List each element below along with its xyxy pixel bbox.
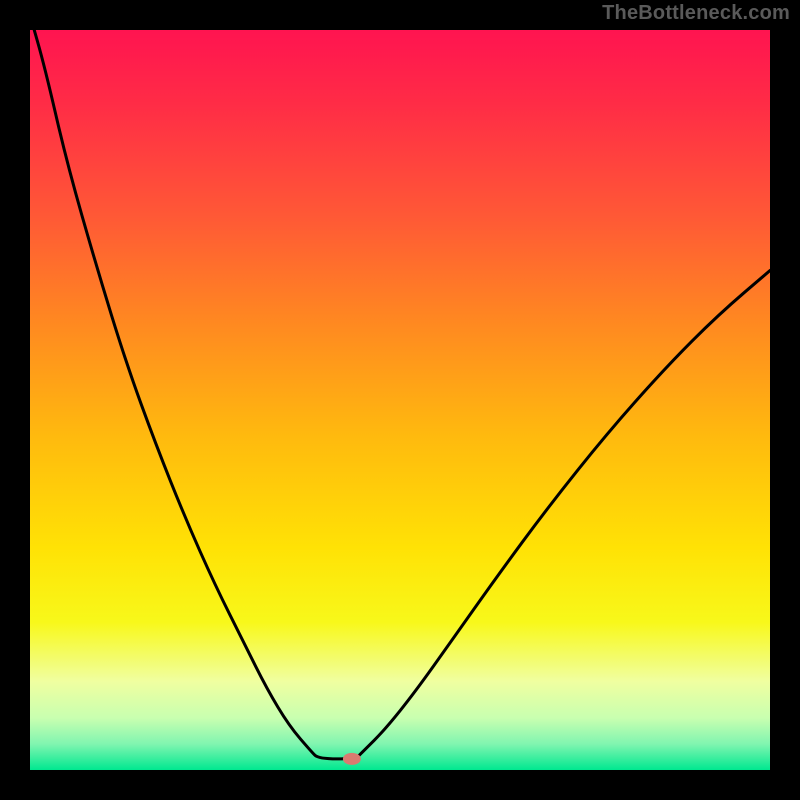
- chart-container: TheBottleneck.com: [0, 0, 800, 800]
- bottleneck-chart: [0, 0, 800, 800]
- watermark-text: TheBottleneck.com: [602, 2, 790, 25]
- optimum-marker: [343, 753, 361, 765]
